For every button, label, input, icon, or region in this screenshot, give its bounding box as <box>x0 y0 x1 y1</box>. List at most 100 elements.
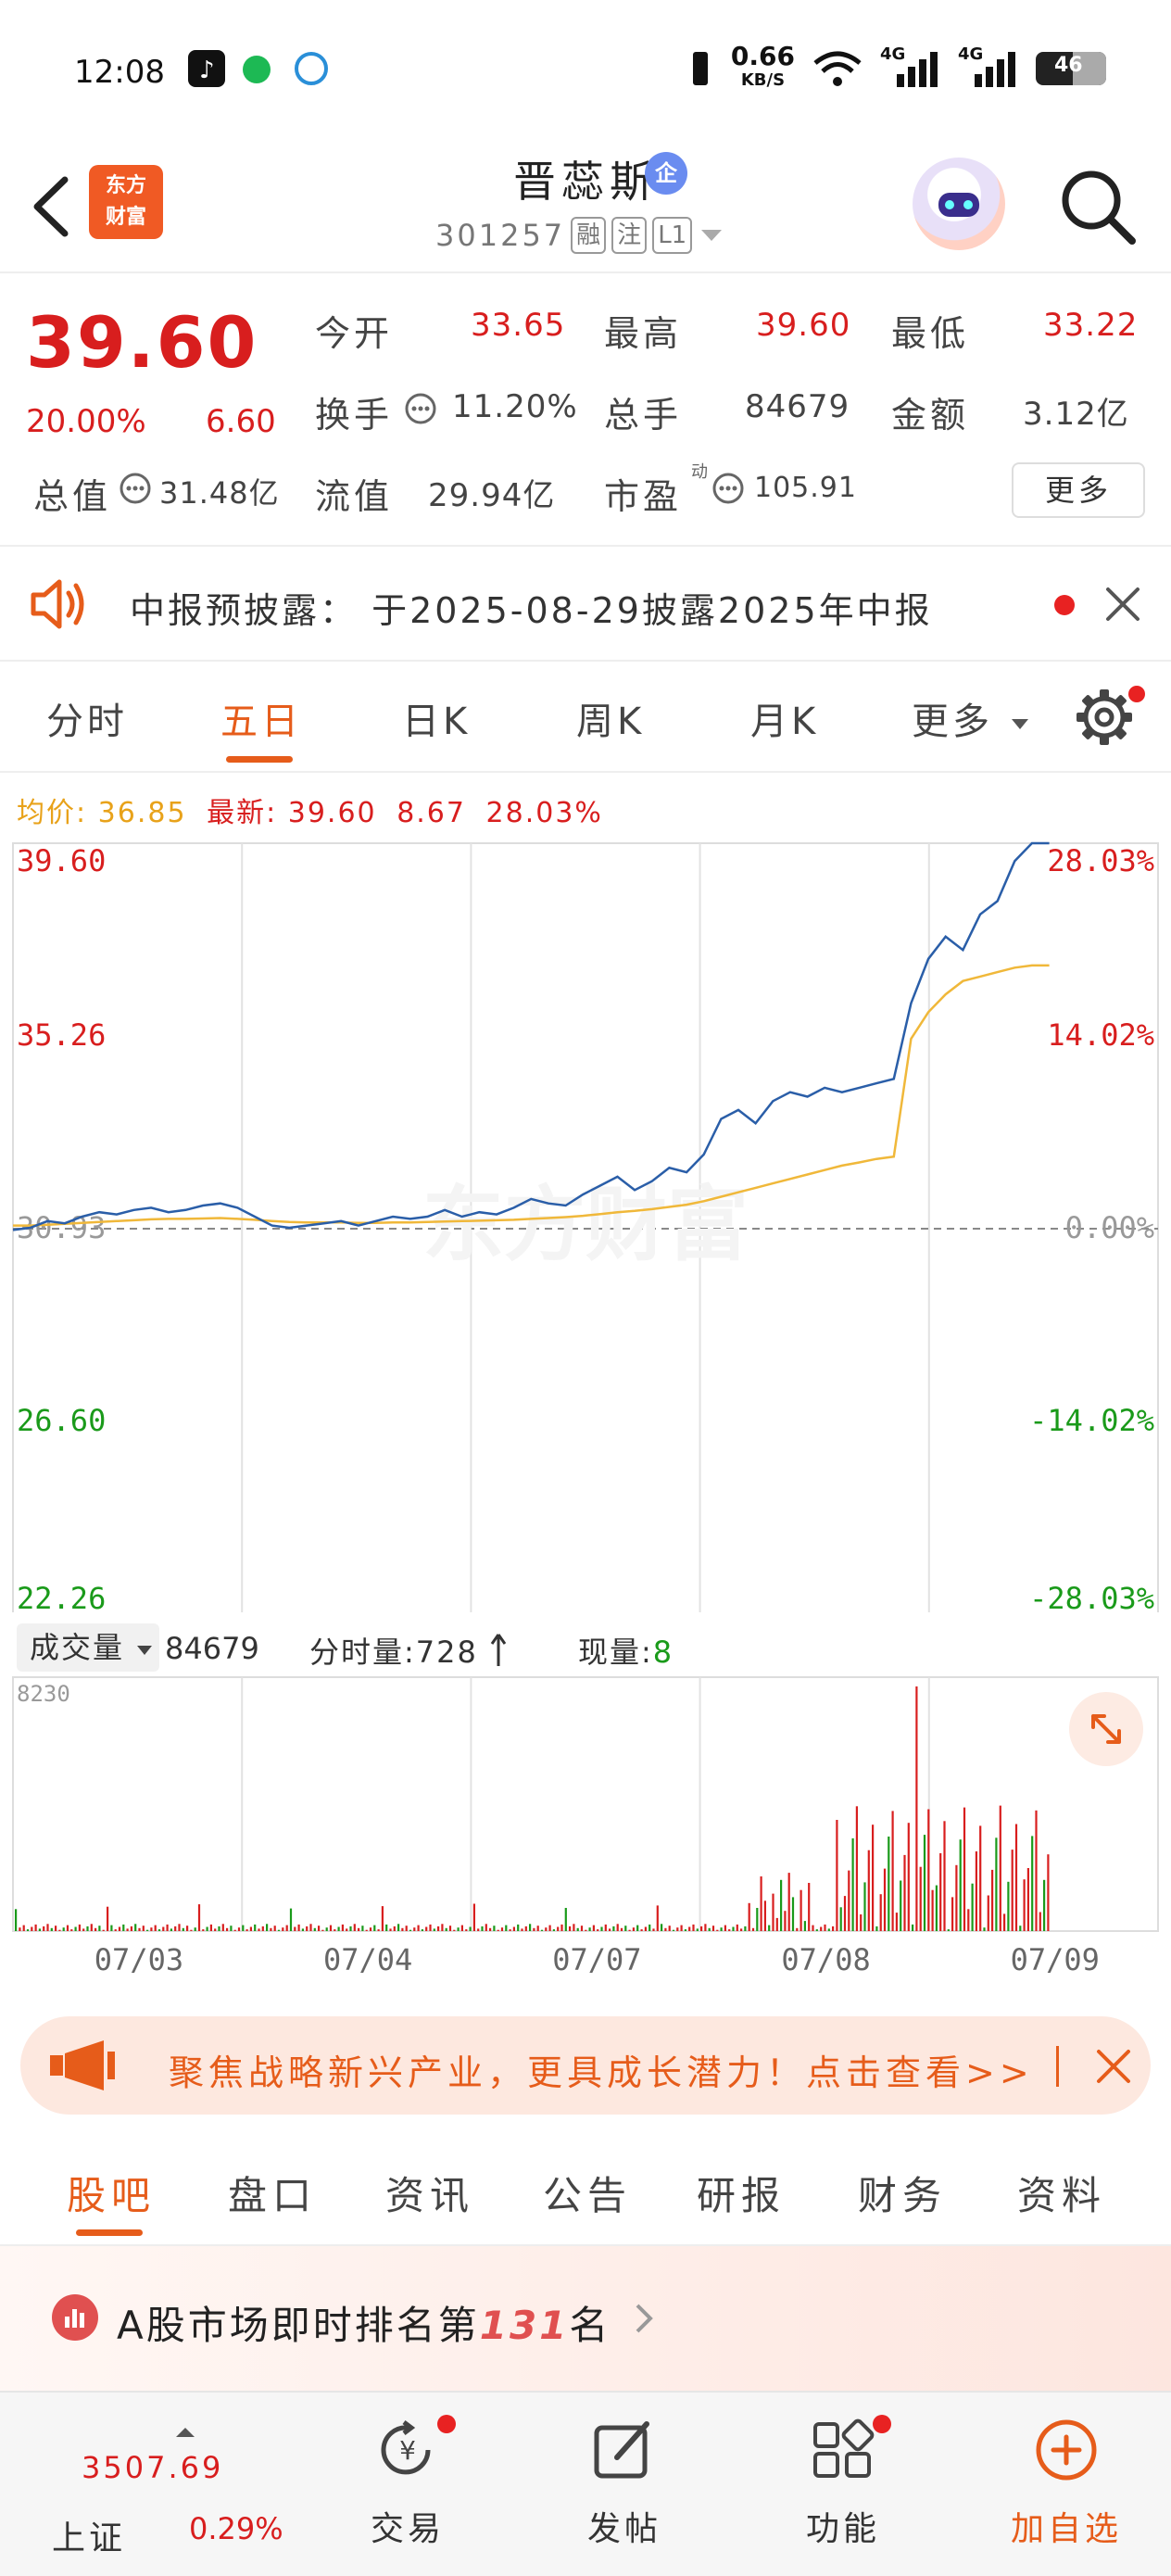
close-icon[interactable] <box>1102 584 1143 625</box>
avg-price-label: 均价: <box>17 797 88 829</box>
volume-bar <box>273 1926 276 1931</box>
tab-news[interactable]: 资讯 <box>385 2173 475 2218</box>
volume-frame <box>12 1676 1159 1932</box>
volume-bar <box>493 1926 496 1931</box>
index-widget[interactable]: 3507.69 上证 0.29% <box>37 2402 283 2559</box>
volume-bar <box>34 1924 37 1931</box>
volume-bar <box>94 1927 97 1931</box>
float-cap-value: 29.94亿 <box>428 477 556 514</box>
market-rank-card[interactable]: A股市场即时排名第131名 <box>0 2246 1171 2394</box>
volume-bar <box>334 1929 336 1931</box>
back-arrow-icon[interactable] <box>26 174 78 239</box>
eastmoney-logo[interactable]: 东方 财富 <box>89 165 163 239</box>
volume-bar <box>672 1929 675 1931</box>
tab-research[interactable]: 研报 <box>697 2173 787 2218</box>
stock-code-row[interactable]: 301257 融 注 L1 <box>435 217 725 254</box>
search-icon[interactable] <box>1056 165 1140 248</box>
expand-icon[interactable] <box>1069 1692 1143 1766</box>
chart-summary: 均价: 36.85 最新: 39.60 8.67 28.03% <box>17 789 603 830</box>
volume-bar <box>604 1924 607 1931</box>
tab-finance[interactable]: 财务 <box>858 2173 948 2218</box>
notice-bar[interactable]: 中报预披露： 于2025-08-29披露2025年中报 <box>0 547 1171 662</box>
nav-add-watchlist[interactable]: 加自选 <box>997 2413 1136 2561</box>
volume-bar <box>1007 1881 1010 1931</box>
volume-bar <box>309 1924 312 1931</box>
volume-bar <box>218 1926 220 1931</box>
y-tick-right: 28.03% <box>1047 843 1154 878</box>
info-dots-icon[interactable] <box>711 472 745 505</box>
volume-bar <box>369 1927 372 1931</box>
volume-bar <box>230 1926 233 1931</box>
volume-bar <box>477 1928 480 1931</box>
info-dots-icon[interactable] <box>404 392 437 425</box>
latest-pct: 28.03% <box>485 797 603 829</box>
volume-bar <box>995 1837 998 1931</box>
tab-weekly-k[interactable]: 周K <box>576 701 646 743</box>
volume-bar <box>971 1883 974 1931</box>
volume-bar <box>803 1921 806 1931</box>
volume-bar <box>102 1929 105 1931</box>
volume-bar <box>772 1893 774 1931</box>
volume-bar <box>289 1908 293 1931</box>
volume-bar <box>612 1926 615 1931</box>
price-chart[interactable]: 东方财富 39.60 28.03%35.26 14.02%30.93 0.00%26.… <box>0 838 1171 1612</box>
volume-bar <box>576 1927 579 1931</box>
trade-icon: ¥ <box>381 2420 431 2475</box>
volume-bar <box>445 1927 447 1931</box>
volume-bar <box>202 1929 205 1931</box>
banner-text: 聚焦战略新兴产业，更具成长潜力！点击查看>> <box>169 2052 1034 2093</box>
volume-bar <box>879 1894 882 1931</box>
volume-bar <box>963 1807 966 1931</box>
volume-bar <box>648 1924 651 1931</box>
svg-text:♪: ♪ <box>199 57 215 84</box>
promo-banner[interactable]: 聚焦战略新兴产业，更具成长潜力！点击查看>> <box>20 2016 1151 2115</box>
tab-daily-k[interactable]: 日K <box>402 701 472 743</box>
tab-order-book[interactable]: 盘口 <box>228 2173 318 2218</box>
dropdown-triangle-icon <box>137 1646 153 1655</box>
volume-bar <box>190 1929 193 1931</box>
tab-intraday[interactable]: 分时 <box>46 701 128 743</box>
volume-total: 84679 <box>165 1631 259 1666</box>
volume-bar <box>609 1928 611 1931</box>
info-dots-icon[interactable] <box>119 472 152 505</box>
assistant-robot-avatar[interactable] <box>913 158 1005 250</box>
volume-bar <box>413 1927 416 1931</box>
tab-monthly-k[interactable]: 月K <box>750 701 820 743</box>
tab-more[interactable]: 更多 <box>912 691 1031 745</box>
nav-post[interactable]: 发帖 <box>560 2413 689 2561</box>
volume-bar <box>294 1926 296 1931</box>
volume-bar <box>146 1929 149 1931</box>
nav-functions[interactable]: 功能 <box>778 2413 908 2561</box>
volume-bar <box>118 1926 121 1931</box>
tab-profile[interactable]: 资料 <box>1017 2173 1107 2218</box>
nav-trade[interactable]: ¥ 交易 <box>343 2413 472 2561</box>
gear-icon[interactable] <box>1075 688 1134 747</box>
pe-label: 市盈 <box>604 476 683 517</box>
volume-bar <box>261 1926 264 1931</box>
volume-bar <box>329 1925 333 1931</box>
tab-five-day[interactable]: 五日 <box>220 701 302 743</box>
spotify-icon <box>243 56 271 83</box>
volume-indicator-select[interactable]: 成交量 <box>17 1623 159 1672</box>
close-icon[interactable] <box>1093 2046 1134 2087</box>
bottom-nav: 3507.69 上证 0.29% ¥ 交易 发帖 功能 <box>0 2391 1171 2576</box>
y-tick-right: -28.03% <box>1029 1581 1154 1612</box>
tab-guba[interactable]: 股吧 <box>67 2173 157 2218</box>
volume-bar <box>1011 1850 1014 1931</box>
minute-volume-label: 分时量: <box>309 1635 416 1670</box>
tab-announcements[interactable]: 公告 <box>543 2173 633 2218</box>
volume-bar <box>107 1906 109 1931</box>
volume-bar <box>170 1928 172 1931</box>
volume-chart[interactable]: 8230 07/03 07/04 07/07 07/08 07/09 <box>0 1675 1171 2009</box>
volume-bar <box>708 1927 711 1931</box>
volume-bar <box>437 1926 440 1931</box>
volume-bar <box>226 1927 229 1931</box>
volume-bar <box>385 1924 388 1931</box>
more-button[interactable]: 更多 <box>1012 462 1145 518</box>
current-volume-label: 现量: <box>578 1635 653 1670</box>
volume-bar <box>728 1929 731 1931</box>
volume-bar <box>209 1924 212 1931</box>
volume-bar <box>453 1929 456 1931</box>
volume-bar <box>545 1927 548 1931</box>
volume-bar <box>597 1929 599 1931</box>
